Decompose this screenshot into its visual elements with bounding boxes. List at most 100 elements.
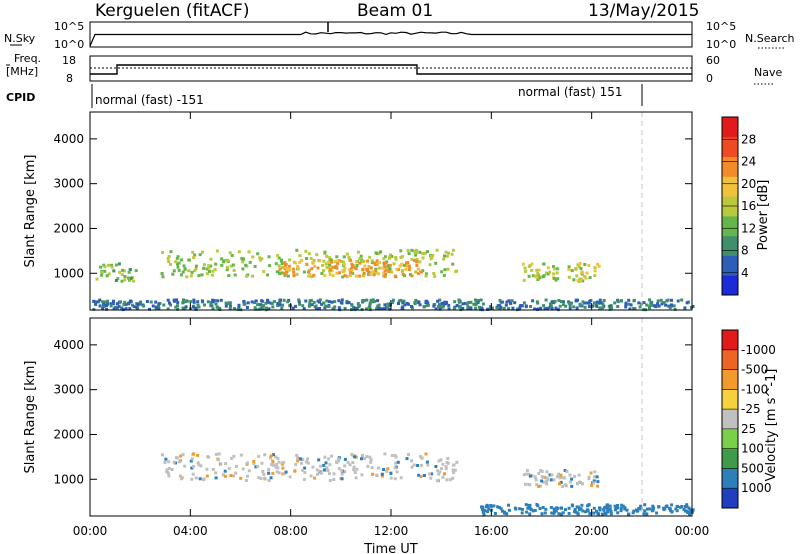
heatmap-cell	[437, 472, 441, 476]
heatmap-cell	[132, 305, 136, 309]
beam-title: Beam 01	[357, 1, 433, 21]
heatmap-cell	[329, 258, 333, 262]
colorbar-segment	[722, 468, 738, 489]
heatmap-cell	[598, 306, 602, 310]
heatmap-cell	[491, 306, 494, 310]
heatmap-cell	[214, 452, 218, 456]
heatmap-cell	[580, 503, 584, 507]
heatmap-cell	[683, 509, 687, 513]
heatmap-cell	[473, 298, 477, 302]
heatmap-cell	[348, 268, 352, 272]
heatmap-cell	[596, 480, 600, 484]
heatmap-cell	[557, 472, 561, 476]
heatmap-cell	[106, 299, 109, 303]
heatmap-cell	[323, 306, 327, 310]
heatmap-cell	[440, 467, 443, 471]
heatmap-cell	[552, 511, 556, 515]
heatmap-cell	[451, 476, 455, 480]
heatmap-cell	[575, 274, 579, 278]
heatmap-cell	[361, 259, 365, 263]
heatmap-cell	[537, 484, 541, 488]
heatmap-cell	[102, 302, 106, 306]
heatmap-cell	[232, 474, 236, 478]
heatmap-cell	[221, 473, 225, 477]
heatmap-cell	[691, 305, 695, 308]
heatmap-cell	[425, 304, 429, 308]
heatmap-cell	[94, 302, 98, 306]
heatmap-cell	[294, 463, 298, 466]
heatmap-cell	[402, 299, 406, 303]
heatmap-cell	[570, 484, 574, 488]
heatmap-cell	[276, 302, 280, 305]
heatmap-cell	[676, 299, 680, 303]
heatmap-cell	[275, 470, 279, 474]
heatmap-cell	[680, 298, 684, 302]
heatmap-cell	[256, 464, 260, 468]
heatmap-cell	[179, 454, 183, 458]
heatmap-cell	[531, 299, 535, 303]
heatmap-cell	[443, 302, 447, 306]
heatmap-cell	[442, 257, 446, 261]
heatmap-cell	[337, 299, 341, 303]
heatmap-cell	[337, 306, 341, 310]
heatmap-cell	[374, 271, 378, 275]
heatmap-cell	[446, 267, 450, 271]
heatmap-cell	[263, 476, 267, 480]
heatmap-cell	[675, 509, 679, 513]
heatmap-cell	[577, 508, 581, 512]
heatmap-cell	[568, 480, 572, 484]
heatmap-cell	[657, 505, 661, 509]
heatmap-cell	[310, 267, 314, 271]
colorbar-tick-label: 16	[741, 199, 756, 213]
heatmap-cell	[466, 307, 470, 311]
heatmap-cell	[440, 270, 444, 274]
heatmap-cell	[343, 457, 347, 461]
heatmap-cell	[510, 299, 514, 303]
heatmap-cell	[226, 302, 230, 305]
heatmap-cell	[540, 479, 544, 483]
heatmap-cell	[251, 274, 254, 278]
y-tick-label: 3000	[53, 177, 84, 191]
heatmap-cell	[356, 302, 360, 306]
heatmap-cell	[587, 503, 591, 507]
heatmap-cell	[389, 471, 393, 475]
heatmap-cell	[200, 299, 204, 303]
heatmap-cell	[330, 260, 333, 264]
heatmap-cell	[578, 262, 582, 266]
heatmap-cell	[655, 511, 659, 515]
colorbar-segment	[722, 215, 738, 237]
heatmap-cell	[129, 299, 132, 303]
heatmap-cell	[524, 503, 528, 507]
heatmap-cell	[546, 478, 550, 482]
heatmap-cell	[415, 258, 419, 261]
heatmap-cell	[361, 454, 364, 457]
heatmap-cell	[652, 506, 655, 510]
heatmap-cell	[352, 468, 356, 472]
heatmap-cell	[577, 473, 581, 477]
heatmap-cell	[229, 474, 233, 477]
heatmap-cell	[234, 471, 238, 475]
heatmap-cell	[395, 267, 399, 271]
heatmap-cell	[280, 271, 284, 275]
velocity-colorbar-label: Velocity [m s^-1]	[764, 369, 779, 482]
heatmap-cell	[450, 252, 454, 256]
heatmap-cell	[233, 273, 237, 277]
heatmap-cell	[368, 301, 372, 305]
heatmap-cell	[181, 301, 185, 305]
heatmap-cell	[357, 304, 361, 308]
heatmap-cell	[393, 466, 397, 470]
heatmap-cell	[271, 471, 275, 475]
heatmap-cell	[120, 279, 124, 283]
heatmap-cell	[336, 261, 340, 265]
heatmap-cell	[287, 268, 291, 272]
heatmap-cell	[296, 265, 300, 269]
heatmap-cell	[507, 299, 511, 303]
heatmap-cell	[441, 462, 445, 466]
heatmap-cell	[297, 300, 301, 304]
heatmap-cell	[689, 306, 693, 309]
heatmap-cell	[542, 274, 546, 278]
colorbar-tick-label: 12	[741, 221, 756, 235]
heatmap-cell	[305, 262, 309, 266]
heatmap-cell	[286, 274, 290, 278]
heatmap-cell	[318, 259, 322, 263]
